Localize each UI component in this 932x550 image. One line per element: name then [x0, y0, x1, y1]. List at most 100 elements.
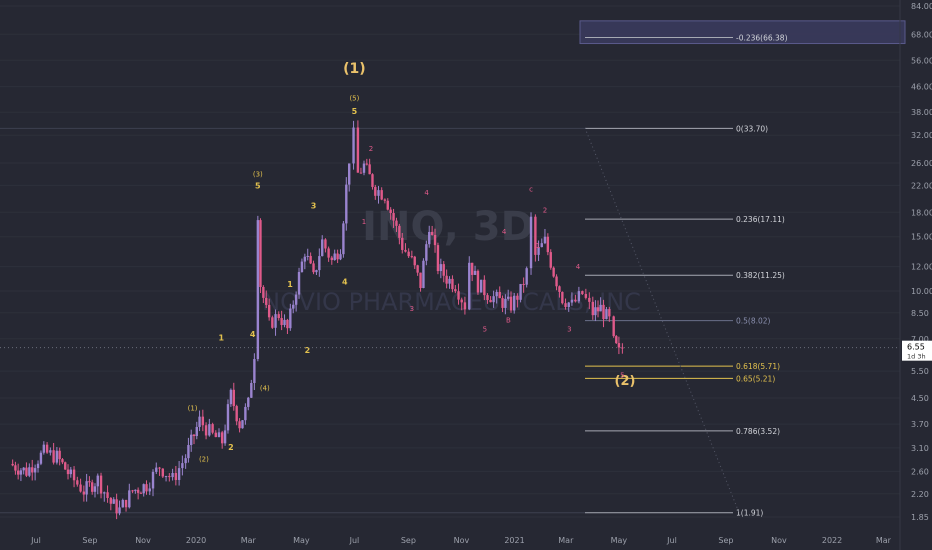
candle-body	[564, 303, 567, 307]
candle-body	[148, 488, 151, 492]
candle-body	[504, 298, 507, 308]
candle-body	[198, 416, 201, 427]
candle-body	[567, 302, 570, 307]
candle-body	[267, 304, 271, 318]
candle-body	[36, 463, 40, 469]
y-axis-tick-label: 84.00	[911, 2, 932, 11]
candle-body	[577, 291, 581, 302]
candle-body	[139, 492, 143, 494]
candle-body	[235, 406, 238, 422]
fib-level-label: 0.5(8.02)	[736, 317, 771, 326]
candle-body	[168, 476, 171, 478]
candle-body	[164, 476, 168, 478]
wave-label: 3	[311, 202, 317, 211]
candle-body	[145, 484, 148, 492]
y-axis-tick-label: 32.00	[911, 131, 932, 140]
candle-body	[371, 174, 374, 187]
candle-body	[612, 316, 615, 337]
x-axis-tick-label: Mar	[558, 536, 574, 545]
candle-body	[247, 397, 250, 407]
wave-label: 3	[410, 305, 414, 313]
candle-body	[584, 293, 588, 298]
fib-trend-line	[584, 127, 741, 516]
candle-body	[93, 486, 97, 492]
fib-level-label: 0.618(5.71)	[736, 362, 780, 371]
candle-body	[289, 308, 292, 329]
candle-body	[451, 278, 454, 290]
candle-body	[546, 236, 550, 253]
fib-level-label: 0.65(5.21)	[736, 374, 775, 383]
candle-body	[392, 213, 395, 221]
candle-body	[262, 286, 265, 298]
candle-body	[448, 278, 451, 284]
candle-body	[49, 450, 52, 453]
candle-body	[383, 199, 387, 201]
y-axis-tick-label: 68.00	[911, 30, 932, 39]
wave-label: 5	[620, 371, 624, 379]
candle-body	[136, 489, 140, 493]
candle-body	[498, 291, 501, 299]
candle-body	[339, 254, 342, 260]
candle-body	[274, 314, 277, 328]
candle-body	[14, 465, 17, 471]
y-axis-tick-label: 22.00	[911, 181, 932, 190]
candle-body	[131, 490, 134, 492]
price-tag-value: 6.55	[907, 343, 925, 352]
candle-body	[312, 263, 315, 273]
candle-body	[615, 336, 618, 344]
wave-label: 5	[483, 325, 487, 333]
candle-body	[374, 186, 377, 196]
candle-body	[214, 432, 217, 438]
fib-level-label: 0(33.70)	[736, 124, 768, 133]
candle-body	[112, 499, 115, 504]
candle-body	[501, 298, 504, 308]
candle-body	[460, 299, 463, 303]
fib-retracement-layer[interactable]: -0.236(66.38) 0(33.70) 0.236(17.11) 0.382(1…	[0, 34, 788, 518]
candle-body	[561, 291, 564, 304]
candle-body	[309, 255, 312, 264]
candle-body	[555, 276, 558, 287]
candle-body	[277, 314, 280, 319]
candle-body	[419, 272, 422, 289]
wave-label: (2)	[615, 374, 636, 389]
candle-body	[306, 255, 309, 257]
candle-body	[244, 406, 247, 421]
candle-body	[416, 265, 419, 273]
candle-body	[158, 467, 161, 469]
fib-level-label: 0.786(3.52)	[736, 427, 780, 436]
candle-body	[356, 127, 360, 173]
candle-body	[181, 463, 184, 469]
x-axis-tick-label: Jul	[30, 536, 41, 545]
candle-body	[433, 234, 437, 246]
candle-body	[410, 256, 414, 258]
wave-label: (1)	[188, 404, 198, 412]
candle-body	[294, 294, 298, 305]
candle-body	[232, 389, 235, 407]
candle-body	[570, 299, 574, 303]
candle-body	[250, 382, 253, 398]
candle-body	[486, 295, 489, 300]
y-axis[interactable]: 84.00 68.00 56.00 46.00 38.00 32.00 26.00 22.00…	[899, 0, 932, 550]
candle-body	[103, 492, 106, 494]
wave-label: B	[506, 317, 511, 325]
x-axis-tick-label: May	[293, 536, 310, 545]
wave-label: (2)	[199, 455, 209, 463]
candle-body	[28, 467, 31, 476]
candle-body	[192, 434, 196, 437]
candle-body	[602, 304, 605, 320]
candle-body	[473, 270, 477, 275]
candle-body	[280, 318, 283, 326]
candle-body	[389, 209, 392, 214]
x-axis-tick-label: Jul	[666, 536, 677, 545]
candle-body	[483, 279, 486, 296]
candle-body	[549, 252, 552, 268]
y-axis-tick-label: 1.85	[911, 513, 929, 522]
candle-body	[64, 462, 67, 470]
candle-body	[468, 262, 471, 310]
candle-body	[201, 416, 205, 426]
wave-label: 4	[576, 263, 581, 271]
wave-label: 4	[342, 277, 348, 286]
candle-body	[404, 249, 407, 252]
candle-body	[345, 184, 348, 224]
